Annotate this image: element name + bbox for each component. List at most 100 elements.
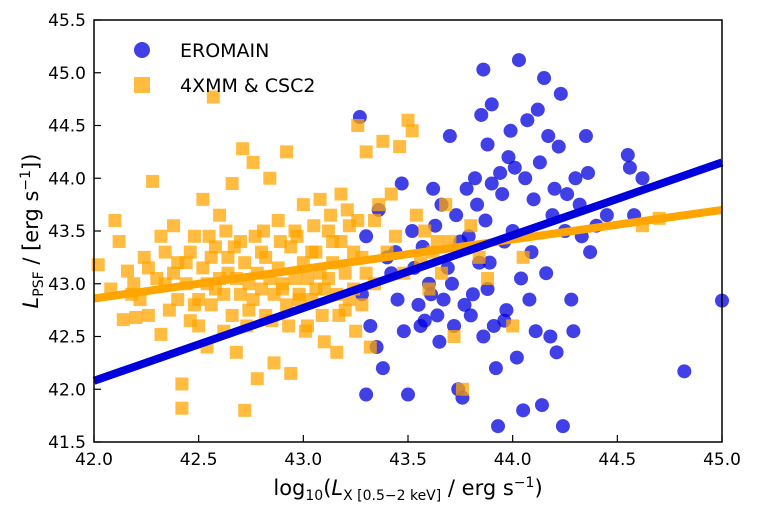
eromain-point	[484, 176, 499, 191]
eromain-point	[532, 155, 547, 170]
xmm-csc2-point	[317, 282, 331, 296]
xmm-csc2-point	[340, 203, 354, 217]
xmm-csc2-point	[359, 266, 373, 280]
eromain-point	[457, 297, 472, 312]
xmm-csc2-point	[288, 271, 302, 285]
xmm-csc2-point	[273, 235, 287, 249]
xmm-csc2-point	[154, 229, 168, 243]
xmm-csc2-point	[290, 229, 304, 243]
eromain-point	[501, 150, 516, 165]
eromain-point	[375, 361, 390, 376]
eromain-point	[509, 350, 524, 365]
eromain-point	[543, 329, 558, 344]
xmm-csc2-point	[108, 213, 122, 227]
xmm-csc2-point	[447, 330, 461, 343]
eromain-point	[396, 324, 411, 339]
xmm-csc2-point	[137, 250, 151, 264]
eromain-point	[564, 292, 579, 307]
xmm-csc2-point	[334, 187, 348, 201]
xmm-csc2-point	[393, 140, 407, 154]
xmm-csc2-point	[309, 245, 323, 259]
eromain-point	[484, 97, 499, 112]
eromain-point	[488, 361, 503, 376]
xmm-csc2-point	[324, 208, 338, 222]
xmm-csc2-point	[146, 174, 160, 188]
xmm-csc2-point	[401, 113, 415, 127]
eromain-point	[474, 107, 489, 122]
xmm-csc2-point	[187, 229, 201, 243]
xmm-csc2-point	[112, 235, 126, 249]
y-axis-label: LPSF / [erg s−1])	[18, 154, 47, 309]
xmm-csc2-point	[208, 240, 222, 254]
eromain-point	[470, 197, 485, 212]
x-tick-label: 43.0	[284, 450, 322, 470]
eromain-point	[394, 176, 409, 191]
xmm-csc2-point	[372, 198, 386, 212]
legend-label-xmm: 4XMM & CSC2	[180, 75, 315, 97]
xmm-csc2-point	[434, 266, 448, 280]
eromain-point	[583, 245, 598, 260]
y-tick-label: 45.5	[48, 11, 86, 31]
xmm-csc2-point	[280, 145, 294, 159]
xmm-csc2-point	[227, 240, 241, 254]
xmm-csc2-point	[127, 277, 141, 291]
xmm-csc2-point	[175, 401, 189, 415]
xmm-csc2-point	[229, 345, 243, 359]
eromain-point	[534, 398, 549, 413]
eromain-point	[359, 387, 374, 402]
xmm-csc2-point	[158, 245, 172, 259]
eromain-fit-line	[92, 158, 724, 385]
eromain-point	[599, 208, 614, 223]
eromain-point	[537, 71, 552, 86]
eromain-point	[426, 181, 441, 196]
y-tick-label: 41.5	[48, 433, 86, 453]
eromain-point	[539, 266, 554, 281]
eromain-point	[547, 181, 562, 196]
x-tick-label: 44.5	[598, 450, 636, 470]
xmm-csc2-point	[246, 293, 260, 307]
eromain-point	[495, 187, 510, 202]
eromain-point	[447, 318, 462, 333]
eromain-point	[549, 345, 564, 360]
eromain-point	[476, 62, 491, 77]
xmm-csc2-point	[236, 142, 250, 156]
xmm-csc2-point	[282, 319, 296, 333]
eromain-point	[566, 324, 581, 339]
xmm-csc2-point	[313, 192, 327, 206]
xmm-csc2-point	[116, 313, 130, 327]
xmm-csc2-point	[225, 308, 239, 322]
eromain-point	[568, 171, 583, 186]
eromain-point	[428, 218, 443, 233]
eromain-point	[359, 229, 374, 244]
xmm-csc2-point	[422, 282, 436, 296]
eromain-point	[555, 419, 570, 434]
x-axis-label: log10(LX [0.5−2 keV] / erg s−1)	[273, 475, 542, 504]
eromain-point	[480, 137, 495, 152]
xmm-csc2-point	[368, 213, 382, 227]
xmm-csc2-point	[296, 198, 310, 212]
xmm-csc2-point	[363, 340, 377, 354]
xmm-csc2-point	[204, 298, 218, 312]
x-axis-ticks: 42.0 42.5 43.0 43.5 44.0 44.5 45.0	[75, 435, 741, 470]
xmm-csc2-point	[141, 308, 155, 322]
xmm-csc2-point	[405, 124, 419, 138]
xmm-csc2-point	[267, 287, 281, 301]
eromain-point	[411, 297, 426, 312]
legend-marker-eromain	[134, 42, 150, 58]
eromain-point	[390, 292, 405, 307]
xmm-csc2-point	[455, 382, 469, 396]
xmm-csc2-point	[242, 303, 256, 317]
eromain-point	[514, 271, 529, 286]
y-tick-label: 45.0	[48, 64, 86, 84]
xmm-csc2-point	[418, 224, 432, 238]
eromain-point	[526, 192, 541, 207]
eromain-point	[463, 308, 478, 323]
xmm-csc2-point	[234, 287, 248, 301]
xmm-csc2-point	[141, 261, 155, 275]
eromain-point	[436, 292, 451, 307]
xmm-csc2-point	[175, 377, 189, 391]
eromain-point	[413, 318, 428, 333]
xmm-csc2-point	[301, 271, 315, 285]
xmm-csc2-point	[91, 258, 105, 272]
